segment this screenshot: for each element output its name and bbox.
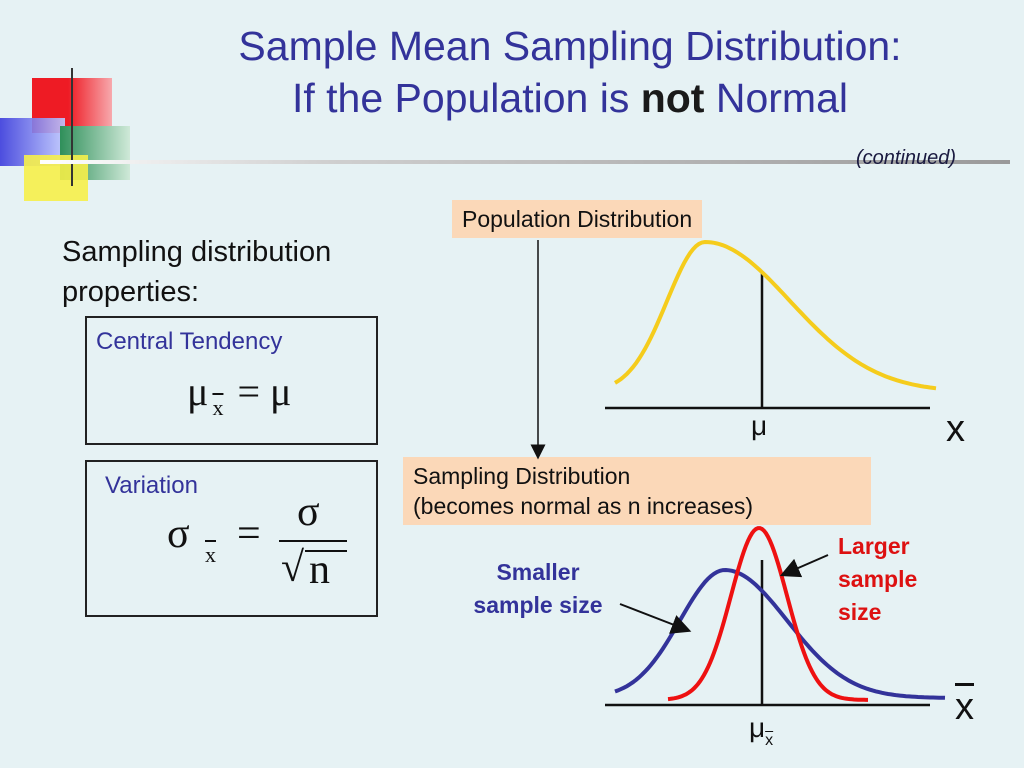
- small-sample-curve: [614, 567, 946, 700]
- large-sample-curve: [667, 526, 868, 702]
- continued-note: (continued): [856, 147, 957, 169]
- slide-title: Sample Mean Sampling Distribution: If th…: [110, 20, 1024, 124]
- population-mean-label: μ: [751, 410, 768, 441]
- variation-box: Variation σ x = σ √ n: [85, 460, 378, 617]
- central-tendency-label: Central Tendency: [96, 328, 283, 355]
- population-axis-label: x: [946, 408, 965, 450]
- title-line-2: If the Population is not Normal: [291, 75, 848, 121]
- central-tendency-box: Central Tendency μ x = μ: [85, 316, 378, 445]
- larger-sample-arrow: [779, 554, 829, 578]
- smaller-sample-arrow: [619, 603, 692, 634]
- larger-sample-annotation: Larger sample size: [838, 533, 918, 625]
- sampling-mean-label: μx: [749, 712, 774, 749]
- variation-label: Variation: [105, 472, 198, 499]
- population-distribution-label: Population Distribution: [452, 200, 703, 238]
- central-tendency-formula: μ x = μ: [187, 369, 292, 420]
- title-line-1: Sample Mean Sampling Distribution:: [238, 23, 902, 69]
- smaller-sample-annotation: Smaller sample size: [473, 559, 603, 618]
- decorative-vertical-line: [71, 68, 73, 186]
- population-curve: [613, 239, 937, 391]
- sampling-axis-label: x: [955, 686, 974, 728]
- title-underline: [40, 160, 1010, 164]
- properties-heading: Sampling distribution properties:: [62, 236, 332, 308]
- sampling-distribution-label: Sampling Distribution (becomes normal as…: [403, 457, 871, 525]
- variation-formula: σ x = σ √ n: [167, 489, 367, 610]
